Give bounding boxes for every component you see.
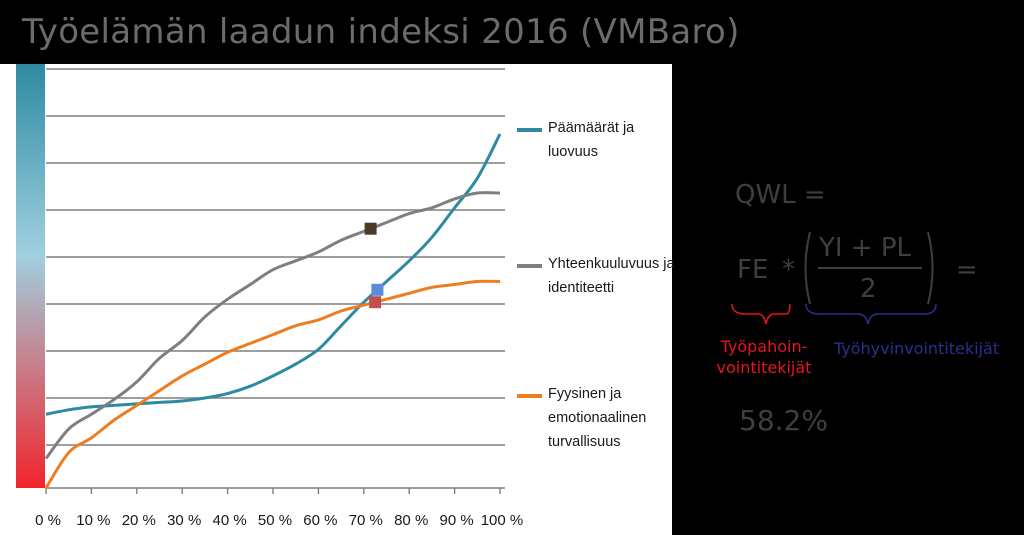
series-line-0 <box>45 133 502 416</box>
x-tick-label: 70 % <box>349 512 383 529</box>
marker-1 <box>364 222 377 235</box>
formula-braces <box>731 303 937 325</box>
x-tick-label: 40 % <box>212 512 246 529</box>
legend-label-safety: Fyysinen ja emotionaalinen turvallisuus <box>548 386 647 450</box>
gridlines <box>46 68 505 489</box>
legend-label-belonging: Yhteenkuuluvuus ja identiteetti <box>548 256 675 296</box>
formula-line-qwl: QWL = <box>735 180 826 210</box>
legend-swatch-belonging <box>517 264 542 268</box>
slide-title: Työelämän laadun indeksi 2016 (VMBaro) <box>22 12 740 52</box>
formula-parentheses <box>804 231 934 305</box>
legend-swatch-safety <box>517 394 542 398</box>
line-chart: 0 % 10 % 20 % 30 % 40 % 50 % 60 % 70 % 80 % 90 % 1… <box>16 64 523 529</box>
chart-panel: 0 % 10 % 20 % 30 % 40 % 50 % 60 % 70 % 80 % 90 % 1… <box>0 64 675 535</box>
x-tick-label: 90 % <box>439 512 473 529</box>
x-tick-label: 80 % <box>394 512 428 529</box>
x-tick-label: 0 % <box>35 512 61 529</box>
formula-fe: FE <box>737 255 769 285</box>
formula-equals: = <box>956 255 978 285</box>
x-tick-label: 30 % <box>167 512 201 529</box>
marker-0 <box>371 283 384 296</box>
formula-denominator: 2 <box>860 274 877 304</box>
x-tick-label: 50 % <box>258 512 292 529</box>
formula-wellbeing-caption: Työhyvinvointitekijät <box>834 339 1000 358</box>
series-lines <box>44 133 502 489</box>
series-line-1 <box>44 191 501 460</box>
formula-times: * <box>782 255 795 285</box>
series-line-2 <box>44 279 501 489</box>
color-scale-bar <box>16 64 45 488</box>
marker-2 <box>369 296 382 309</box>
formula-numerator: YI + PL <box>819 233 912 263</box>
formula-result: 58.2% <box>739 404 828 437</box>
x-tick-label: 10 % <box>76 512 110 529</box>
x-tick-label: 100 % <box>481 512 524 529</box>
series-markers <box>364 222 384 309</box>
x-axis-ticks: 0 % 10 % 20 % 30 % 40 % 50 % 60 % 70 % 80 % 90 % 1… <box>35 488 523 529</box>
legend-label-goals: Päämäärät ja luovuus <box>548 120 635 160</box>
x-tick-label: 60 % <box>303 512 337 529</box>
x-tick-label: 20 % <box>122 512 156 529</box>
legend-swatch-goals <box>517 128 542 132</box>
formula-fe-caption: Työpahoin- vointitekijät <box>716 337 812 377</box>
